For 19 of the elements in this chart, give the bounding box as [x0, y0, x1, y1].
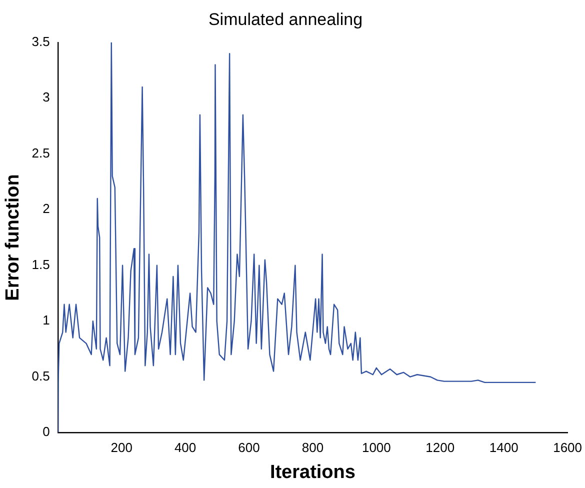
y-axis-title: Error function	[2, 174, 24, 301]
x-tick-label: 1200	[426, 440, 455, 455]
x-tick-label: 1600	[553, 440, 582, 455]
y-tick-label: 3.5	[32, 34, 50, 49]
y-tick-label: 1.5	[32, 256, 50, 272]
x-axis-title: Iterations	[270, 462, 356, 483]
chart-title: Simulated annealing	[208, 10, 363, 29]
y-tick-label: 0.5	[32, 368, 50, 384]
y-tick-label: 0	[42, 424, 50, 440]
x-tick-label: 200	[110, 440, 132, 455]
y-tick-label: 3	[42, 90, 50, 105]
y-tick-label: 1	[42, 312, 50, 328]
x-tick-label: 800	[302, 440, 324, 455]
x-tick-label: 1000	[362, 440, 391, 455]
x-tick-label: 600	[238, 440, 260, 455]
y-tick-label: 2	[42, 201, 50, 216]
x-tick-label: 1400	[489, 440, 518, 455]
y-tick-label: 2.5	[32, 145, 50, 160]
x-tick-label: 400	[174, 440, 196, 455]
